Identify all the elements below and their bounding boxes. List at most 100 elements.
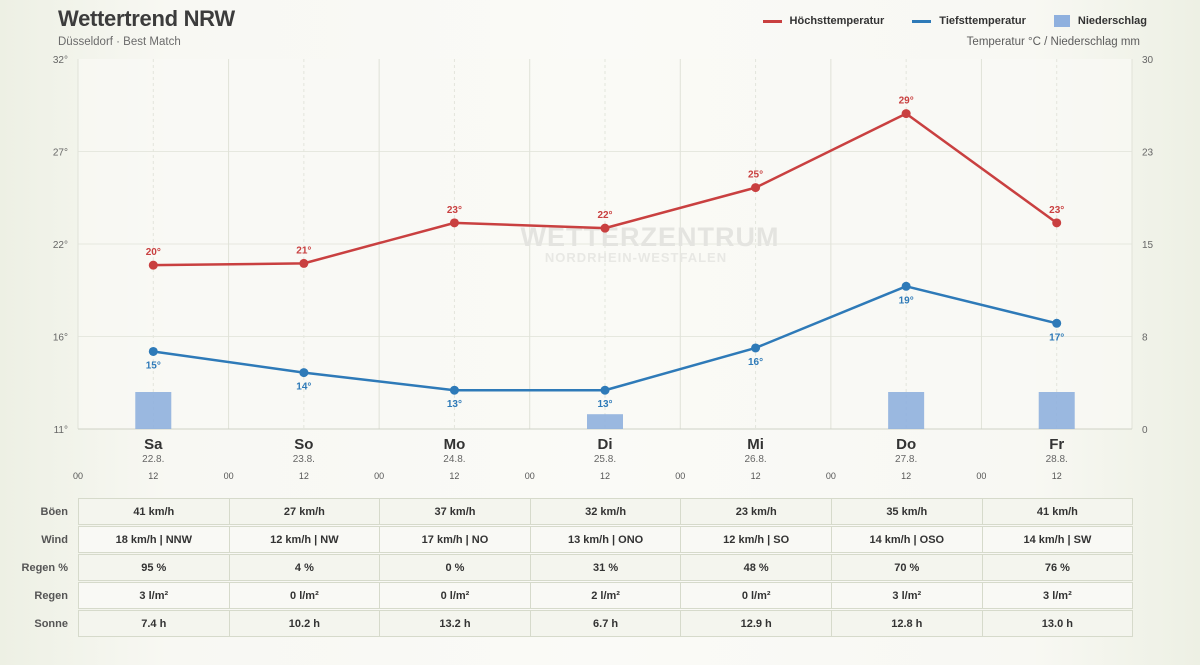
watermark-subtitle: NORDRHEIN-WESTFALEN — [545, 250, 727, 265]
hour-tick-12: 12 — [600, 471, 610, 481]
row-label: Regen % — [21, 562, 68, 574]
table-cell: 2 l/m² — [529, 582, 682, 609]
legend-label-precip: Niederschlag — [1077, 15, 1147, 27]
table-cell: 27 km/h — [228, 498, 381, 525]
low-temp-label: 17° — [1049, 332, 1064, 343]
high-temp-point — [449, 218, 459, 228]
y-left-tick: 32° — [53, 55, 68, 66]
table-cell: 48 % — [680, 554, 832, 581]
table-cell: 0 l/m² — [680, 582, 832, 609]
y-right-tick: 0 — [1142, 425, 1148, 436]
hour-tick-00: 00 — [73, 471, 83, 481]
table-cell: 31 % — [529, 554, 682, 581]
hour-tick-12: 12 — [299, 471, 309, 481]
table-cell: 14 km/h | SW — [981, 526, 1134, 553]
table-cell: 13.0 h — [981, 610, 1134, 637]
y-left-tick: 16° — [53, 333, 68, 344]
y-left-tick: 27° — [53, 148, 68, 159]
legend-item-low[interactable]: Tiefsttemperatur — [912, 15, 1026, 27]
high-temp-label: 20° — [146, 247, 161, 258]
low-temp-label: 19° — [899, 295, 914, 306]
table-cell: 41 km/h — [981, 498, 1134, 525]
low-temp-point — [299, 368, 309, 378]
legend-swatch-low — [912, 19, 932, 23]
row-label: Wind — [41, 534, 68, 546]
low-temp-point — [148, 346, 158, 356]
table-cell: 18 km/h | NNW — [78, 526, 230, 553]
table-cell: 12 km/h | SO — [680, 526, 832, 553]
low-temp-point — [901, 281, 911, 291]
table-cell: 6.7 h — [529, 610, 682, 637]
day-label: So — [294, 436, 313, 453]
chart-title: Wettertrend NRW — [58, 6, 235, 31]
y-left-tick: 11° — [54, 425, 68, 436]
precip-bar — [135, 392, 172, 429]
precip-bar — [587, 414, 623, 429]
high-temp-label: 23° — [447, 205, 462, 216]
low-temp-label: 13° — [597, 399, 612, 410]
day-label: Mi — [747, 436, 764, 453]
table-cell: 0 l/m² — [379, 582, 531, 609]
table-row: Regen % 95 % 4 % 0 % 31 % 48 % 70 % 76 % — [0, 554, 1200, 582]
table-cell: 13 km/h | ONO — [529, 526, 682, 553]
table-cell: 76 % — [981, 554, 1134, 581]
table-row: Böen 41 km/h 27 km/h 37 km/h 32 km/h 23 km/h 3… — [0, 498, 1200, 526]
table-cell: 12.9 h — [680, 610, 832, 637]
high-temp-label: 29° — [899, 96, 914, 107]
low-temp-label: 16° — [748, 357, 763, 368]
hour-tick-12: 12 — [901, 471, 911, 481]
table-cell: 0 % — [379, 554, 531, 581]
table-cell: 37 km/h — [379, 498, 531, 525]
legend-item-precip[interactable]: Niederschlag — [1053, 15, 1147, 27]
table-row: Regen 3 l/m² 0 l/m² 0 l/m² 2 l/m² 0 l/m² 3 l/m… — [0, 582, 1200, 610]
table-cell: 32 km/h — [529, 498, 682, 525]
date-label: 22.8. — [142, 454, 164, 465]
high-temp-point — [148, 260, 158, 270]
table-cell: 3 l/m² — [831, 582, 983, 609]
high-temp-label: 21° — [296, 245, 311, 256]
high-temp-point — [299, 258, 309, 268]
row-label: Regen — [34, 590, 68, 602]
row-label: Sonne — [34, 618, 68, 630]
high-temp-label: 25° — [748, 170, 763, 181]
y-right-tick: 8 — [1142, 333, 1148, 344]
hour-tick-12: 12 — [148, 471, 158, 481]
y-right-tick: 23 — [1142, 148, 1154, 159]
table-cell: 70 % — [831, 554, 983, 581]
table-cell: 10.2 h — [228, 610, 381, 637]
date-label: 24.8. — [443, 454, 465, 465]
day-label: Do — [896, 436, 916, 453]
legend-item-high[interactable]: Höchsttemperatur — [762, 15, 884, 27]
high-temp-point — [751, 183, 761, 193]
table-cell: 35 km/h — [831, 498, 983, 525]
low-temp-label: 15° — [146, 360, 161, 371]
table-row: Wind 18 km/h | NNW 12 km/h | NW 17 km/h | N… — [0, 526, 1200, 554]
table-cell: 41 km/h — [78, 498, 230, 525]
table-cell: 17 km/h | NO — [379, 526, 531, 553]
high-temp-point — [901, 109, 911, 119]
low-temp-label: 13° — [447, 399, 462, 410]
precip-bar — [1038, 392, 1075, 429]
table-cell: 0 l/m² — [228, 582, 381, 609]
hour-tick-12: 12 — [751, 471, 761, 481]
date-label: 25.8. — [594, 454, 616, 465]
table-cell: 7.4 h — [78, 610, 230, 637]
day-label: Mo — [444, 436, 466, 453]
table-cell: 14 km/h | OSO — [831, 526, 983, 553]
table-cell: 23 km/h — [680, 498, 832, 525]
hour-tick-00: 00 — [525, 471, 535, 481]
row-label: Böen — [40, 506, 69, 518]
table-cell: 13.2 h — [379, 610, 531, 637]
chart-subtitle: Düsseldorf · Best Match — [58, 36, 181, 48]
y-left-tick: 22° — [53, 240, 68, 251]
y-right-tick: 30 — [1142, 55, 1154, 66]
table-cell: 4 % — [228, 554, 381, 581]
high-temp-point — [1052, 218, 1062, 228]
date-label: 28.8. — [1046, 454, 1068, 465]
day-label: Fr — [1049, 436, 1064, 453]
legend-label-low: Tiefsttemperatur — [939, 15, 1026, 27]
hour-tick-00: 00 — [224, 471, 234, 481]
table-cell: 3 l/m² — [78, 582, 230, 609]
